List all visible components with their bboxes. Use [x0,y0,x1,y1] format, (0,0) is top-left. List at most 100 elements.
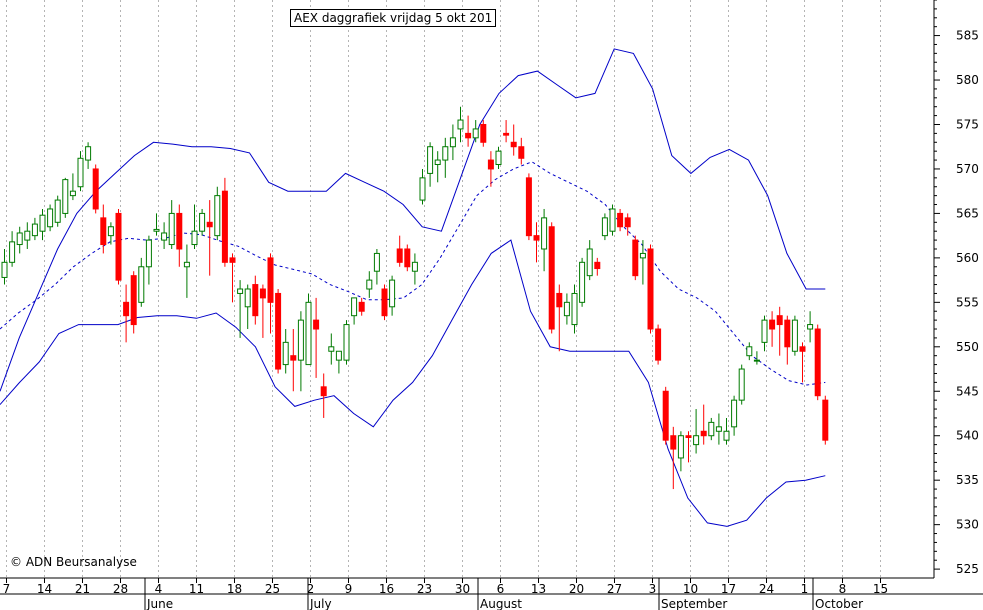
candle-body [221,190,228,263]
y-tick-label: 525 [956,562,979,576]
candle [761,315,768,352]
x-tick-label: 2 [307,582,315,596]
y-tick-label: 575 [956,117,979,131]
candle-body [77,157,84,188]
candle-body [138,266,145,303]
candle-body [259,288,266,299]
candle-body [449,137,456,148]
candle-body [244,288,251,308]
y-tick-label: 545 [956,384,979,398]
candle-body [153,228,160,232]
candle-body [617,212,624,228]
candle-body [328,346,335,352]
candle-body [1,261,8,278]
x-tick-label: 7 [3,582,11,596]
candle [282,329,289,374]
candle [252,275,259,325]
candle [92,164,99,214]
candle [609,204,616,236]
candle-body [411,261,418,272]
x-tick-label: 11 [189,582,204,596]
candle-body [31,223,38,237]
candle-body [731,399,738,428]
candle-body [313,319,320,330]
candle-body [206,221,213,228]
candle-body [601,217,608,237]
candle-body [290,355,297,361]
candle-body [632,239,639,277]
y-tick-label: 585 [956,29,979,43]
y-tick-label: 580 [956,73,979,87]
month-label: July [309,597,332,610]
candle [191,204,198,249]
candle [647,244,654,334]
candle-body [252,284,259,317]
chart-title: AEX daggrafiek vrijdag 5 okt 201 [290,9,497,27]
candle-body [579,261,586,303]
candle [601,213,608,241]
candle [723,417,730,445]
candle [579,257,586,307]
candle-body [647,248,654,330]
candle [77,151,84,192]
candle [715,413,722,445]
candle-body [24,230,31,241]
candle-body [434,159,441,166]
candle-body [723,430,730,441]
candle [373,248,380,285]
candle-body [746,346,753,357]
x-tick-label: 23 [417,582,432,596]
candle-body [586,248,593,277]
candle [495,146,502,169]
candle [221,177,228,267]
candle-body [237,288,244,294]
candle-body [541,217,548,250]
candle-body [229,257,236,263]
candle [556,284,563,352]
candle [434,151,441,183]
x-tick-label: 20 [569,582,584,596]
candle-body [39,214,46,232]
candle-body [282,341,289,366]
candle [586,240,593,281]
candle-body [168,212,175,246]
candle [161,222,168,249]
candle [138,257,145,307]
candle [290,329,297,392]
candle-body [404,248,411,268]
candle-body [351,297,358,317]
x-tick-label: 8 [839,582,847,596]
candle-body [275,292,282,370]
candle [791,315,798,356]
candle [1,248,8,285]
candle-body [807,324,814,330]
candle-body [624,217,631,228]
candle [199,208,206,236]
x-tick-label: 28 [113,582,128,596]
candle-body [822,399,829,441]
candle-body [161,232,168,241]
candle [366,271,373,298]
x-tick-label: 3 [649,582,657,596]
candle-body [214,195,221,237]
y-tick-label: 565 [956,206,979,220]
candle [145,235,152,285]
candle [541,208,548,272]
candle-body [776,315,783,326]
candle [769,311,776,347]
candle [16,226,23,254]
candle-body [814,328,821,397]
candle-body [480,123,487,143]
candle [708,417,715,441]
candle-body [427,146,434,174]
candle [297,311,304,392]
candle-body [769,319,776,330]
candle-body [693,435,700,446]
candle [115,208,122,285]
x-tick-label: 6 [497,582,505,596]
candle [685,431,692,463]
candle-body [503,132,510,136]
candle [655,324,662,365]
candle [183,244,190,298]
candle [693,409,700,454]
